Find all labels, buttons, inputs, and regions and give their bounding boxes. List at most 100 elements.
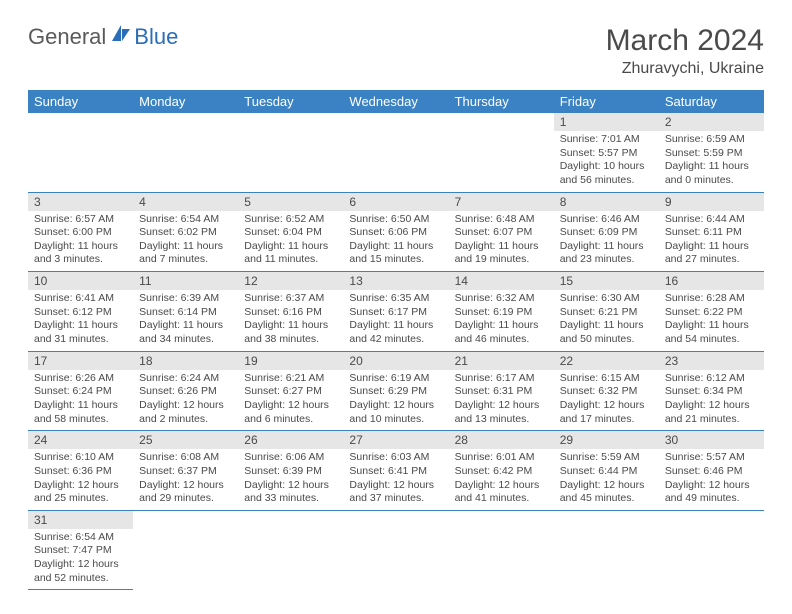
calendar-body: 1Sunrise: 7:01 AMSunset: 5:57 PMDaylight… [28,113,764,590]
day-details: Sunrise: 6:17 AMSunset: 6:31 PMDaylight:… [449,370,554,431]
day-details: Sunrise: 6:39 AMSunset: 6:14 PMDaylight:… [133,290,238,351]
day-details: Sunrise: 5:57 AMSunset: 6:46 PMDaylight:… [659,449,764,510]
day-number: 7 [449,193,554,211]
calendar-cell: 25Sunrise: 6:08 AMSunset: 6:37 PMDayligh… [133,431,238,511]
calendar-cell: 27Sunrise: 6:03 AMSunset: 6:41 PMDayligh… [343,431,448,511]
calendar-cell [554,510,659,590]
calendar-cell: 3Sunrise: 6:57 AMSunset: 6:00 PMDaylight… [28,192,133,272]
day-details: Sunrise: 7:01 AMSunset: 5:57 PMDaylight:… [554,131,659,192]
day-details: Sunrise: 6:26 AMSunset: 6:24 PMDaylight:… [28,370,133,431]
calendar-cell: 17Sunrise: 6:26 AMSunset: 6:24 PMDayligh… [28,351,133,431]
calendar-cell: 9Sunrise: 6:44 AMSunset: 6:11 PMDaylight… [659,192,764,272]
calendar-cell: 29Sunrise: 5:59 AMSunset: 6:44 PMDayligh… [554,431,659,511]
calendar-cell [133,510,238,590]
calendar-cell [133,113,238,192]
calendar-cell: 12Sunrise: 6:37 AMSunset: 6:16 PMDayligh… [238,272,343,352]
day-number: 4 [133,193,238,211]
day-number: 11 [133,272,238,290]
day-number: 15 [554,272,659,290]
day-number: 26 [238,431,343,449]
calendar-cell: 16Sunrise: 6:28 AMSunset: 6:22 PMDayligh… [659,272,764,352]
weekday-header: Monday [133,90,238,113]
calendar-table: Sunday Monday Tuesday Wednesday Thursday… [28,90,764,590]
calendar-cell: 1Sunrise: 7:01 AMSunset: 5:57 PMDaylight… [554,113,659,192]
calendar-cell [238,510,343,590]
day-details: Sunrise: 6:21 AMSunset: 6:27 PMDaylight:… [238,370,343,431]
calendar-row: 10Sunrise: 6:41 AMSunset: 6:12 PMDayligh… [28,272,764,352]
calendar-cell: 8Sunrise: 6:46 AMSunset: 6:09 PMDaylight… [554,192,659,272]
calendar-cell [343,510,448,590]
day-details: Sunrise: 6:48 AMSunset: 6:07 PMDaylight:… [449,211,554,272]
sail-icon [110,23,132,48]
day-details: Sunrise: 6:03 AMSunset: 6:41 PMDaylight:… [343,449,448,510]
day-number: 24 [28,431,133,449]
calendar-cell: 4Sunrise: 6:54 AMSunset: 6:02 PMDaylight… [133,192,238,272]
day-details: Sunrise: 6:37 AMSunset: 6:16 PMDaylight:… [238,290,343,351]
day-number: 18 [133,352,238,370]
calendar-cell: 26Sunrise: 6:06 AMSunset: 6:39 PMDayligh… [238,431,343,511]
calendar-cell: 14Sunrise: 6:32 AMSunset: 6:19 PMDayligh… [449,272,554,352]
calendar-cell: 6Sunrise: 6:50 AMSunset: 6:06 PMDaylight… [343,192,448,272]
calendar-row: 17Sunrise: 6:26 AMSunset: 6:24 PMDayligh… [28,351,764,431]
calendar-cell [449,510,554,590]
day-number: 9 [659,193,764,211]
day-number: 10 [28,272,133,290]
day-details: Sunrise: 6:44 AMSunset: 6:11 PMDaylight:… [659,211,764,272]
calendar-cell [659,510,764,590]
calendar-cell [343,113,448,192]
calendar-cell: 15Sunrise: 6:30 AMSunset: 6:21 PMDayligh… [554,272,659,352]
day-details: Sunrise: 6:57 AMSunset: 6:00 PMDaylight:… [28,211,133,272]
day-number: 1 [554,113,659,131]
day-number: 28 [449,431,554,449]
day-number: 8 [554,193,659,211]
weekday-header: Saturday [659,90,764,113]
logo-text-blue: Blue [134,24,178,50]
month-title: March 2024 [606,24,764,58]
calendar-row: 31Sunrise: 6:54 AMSunset: 7:47 PMDayligh… [28,510,764,590]
day-details: Sunrise: 5:59 AMSunset: 6:44 PMDaylight:… [554,449,659,510]
day-details: Sunrise: 6:41 AMSunset: 6:12 PMDaylight:… [28,290,133,351]
weekday-header: Thursday [449,90,554,113]
day-number: 21 [449,352,554,370]
calendar-row: 3Sunrise: 6:57 AMSunset: 6:00 PMDaylight… [28,192,764,272]
day-number: 13 [343,272,448,290]
calendar-cell: 21Sunrise: 6:17 AMSunset: 6:31 PMDayligh… [449,351,554,431]
day-number: 3 [28,193,133,211]
day-number: 29 [554,431,659,449]
weekday-header: Sunday [28,90,133,113]
day-number: 2 [659,113,764,131]
calendar-row: 1Sunrise: 7:01 AMSunset: 5:57 PMDaylight… [28,113,764,192]
day-number: 20 [343,352,448,370]
day-number: 22 [554,352,659,370]
day-details: Sunrise: 6:19 AMSunset: 6:29 PMDaylight:… [343,370,448,431]
day-number: 16 [659,272,764,290]
calendar-cell [28,113,133,192]
calendar-cell: 7Sunrise: 6:48 AMSunset: 6:07 PMDaylight… [449,192,554,272]
day-details: Sunrise: 6:59 AMSunset: 5:59 PMDaylight:… [659,131,764,192]
calendar-cell: 24Sunrise: 6:10 AMSunset: 6:36 PMDayligh… [28,431,133,511]
calendar-cell: 19Sunrise: 6:21 AMSunset: 6:27 PMDayligh… [238,351,343,431]
calendar-cell: 5Sunrise: 6:52 AMSunset: 6:04 PMDaylight… [238,192,343,272]
day-details: Sunrise: 6:12 AMSunset: 6:34 PMDaylight:… [659,370,764,431]
weekday-header: Tuesday [238,90,343,113]
day-details: Sunrise: 6:30 AMSunset: 6:21 PMDaylight:… [554,290,659,351]
day-details: Sunrise: 6:08 AMSunset: 6:37 PMDaylight:… [133,449,238,510]
calendar-cell: 22Sunrise: 6:15 AMSunset: 6:32 PMDayligh… [554,351,659,431]
day-number: 31 [28,511,133,529]
logo: General Blue [28,24,178,50]
calendar-cell: 2Sunrise: 6:59 AMSunset: 5:59 PMDaylight… [659,113,764,192]
day-number: 23 [659,352,764,370]
weekday-header: Wednesday [343,90,448,113]
day-details: Sunrise: 6:24 AMSunset: 6:26 PMDaylight:… [133,370,238,431]
logo-text-general: General [28,24,106,50]
calendar-cell: 23Sunrise: 6:12 AMSunset: 6:34 PMDayligh… [659,351,764,431]
day-number: 25 [133,431,238,449]
calendar-cell: 18Sunrise: 6:24 AMSunset: 6:26 PMDayligh… [133,351,238,431]
calendar-page: General Blue March 2024 Zhuravychi, Ukra… [0,0,792,614]
day-number: 30 [659,431,764,449]
weekday-header-row: Sunday Monday Tuesday Wednesday Thursday… [28,90,764,113]
day-number: 14 [449,272,554,290]
title-block: March 2024 Zhuravychi, Ukraine [606,24,764,78]
calendar-cell: 10Sunrise: 6:41 AMSunset: 6:12 PMDayligh… [28,272,133,352]
day-number: 5 [238,193,343,211]
